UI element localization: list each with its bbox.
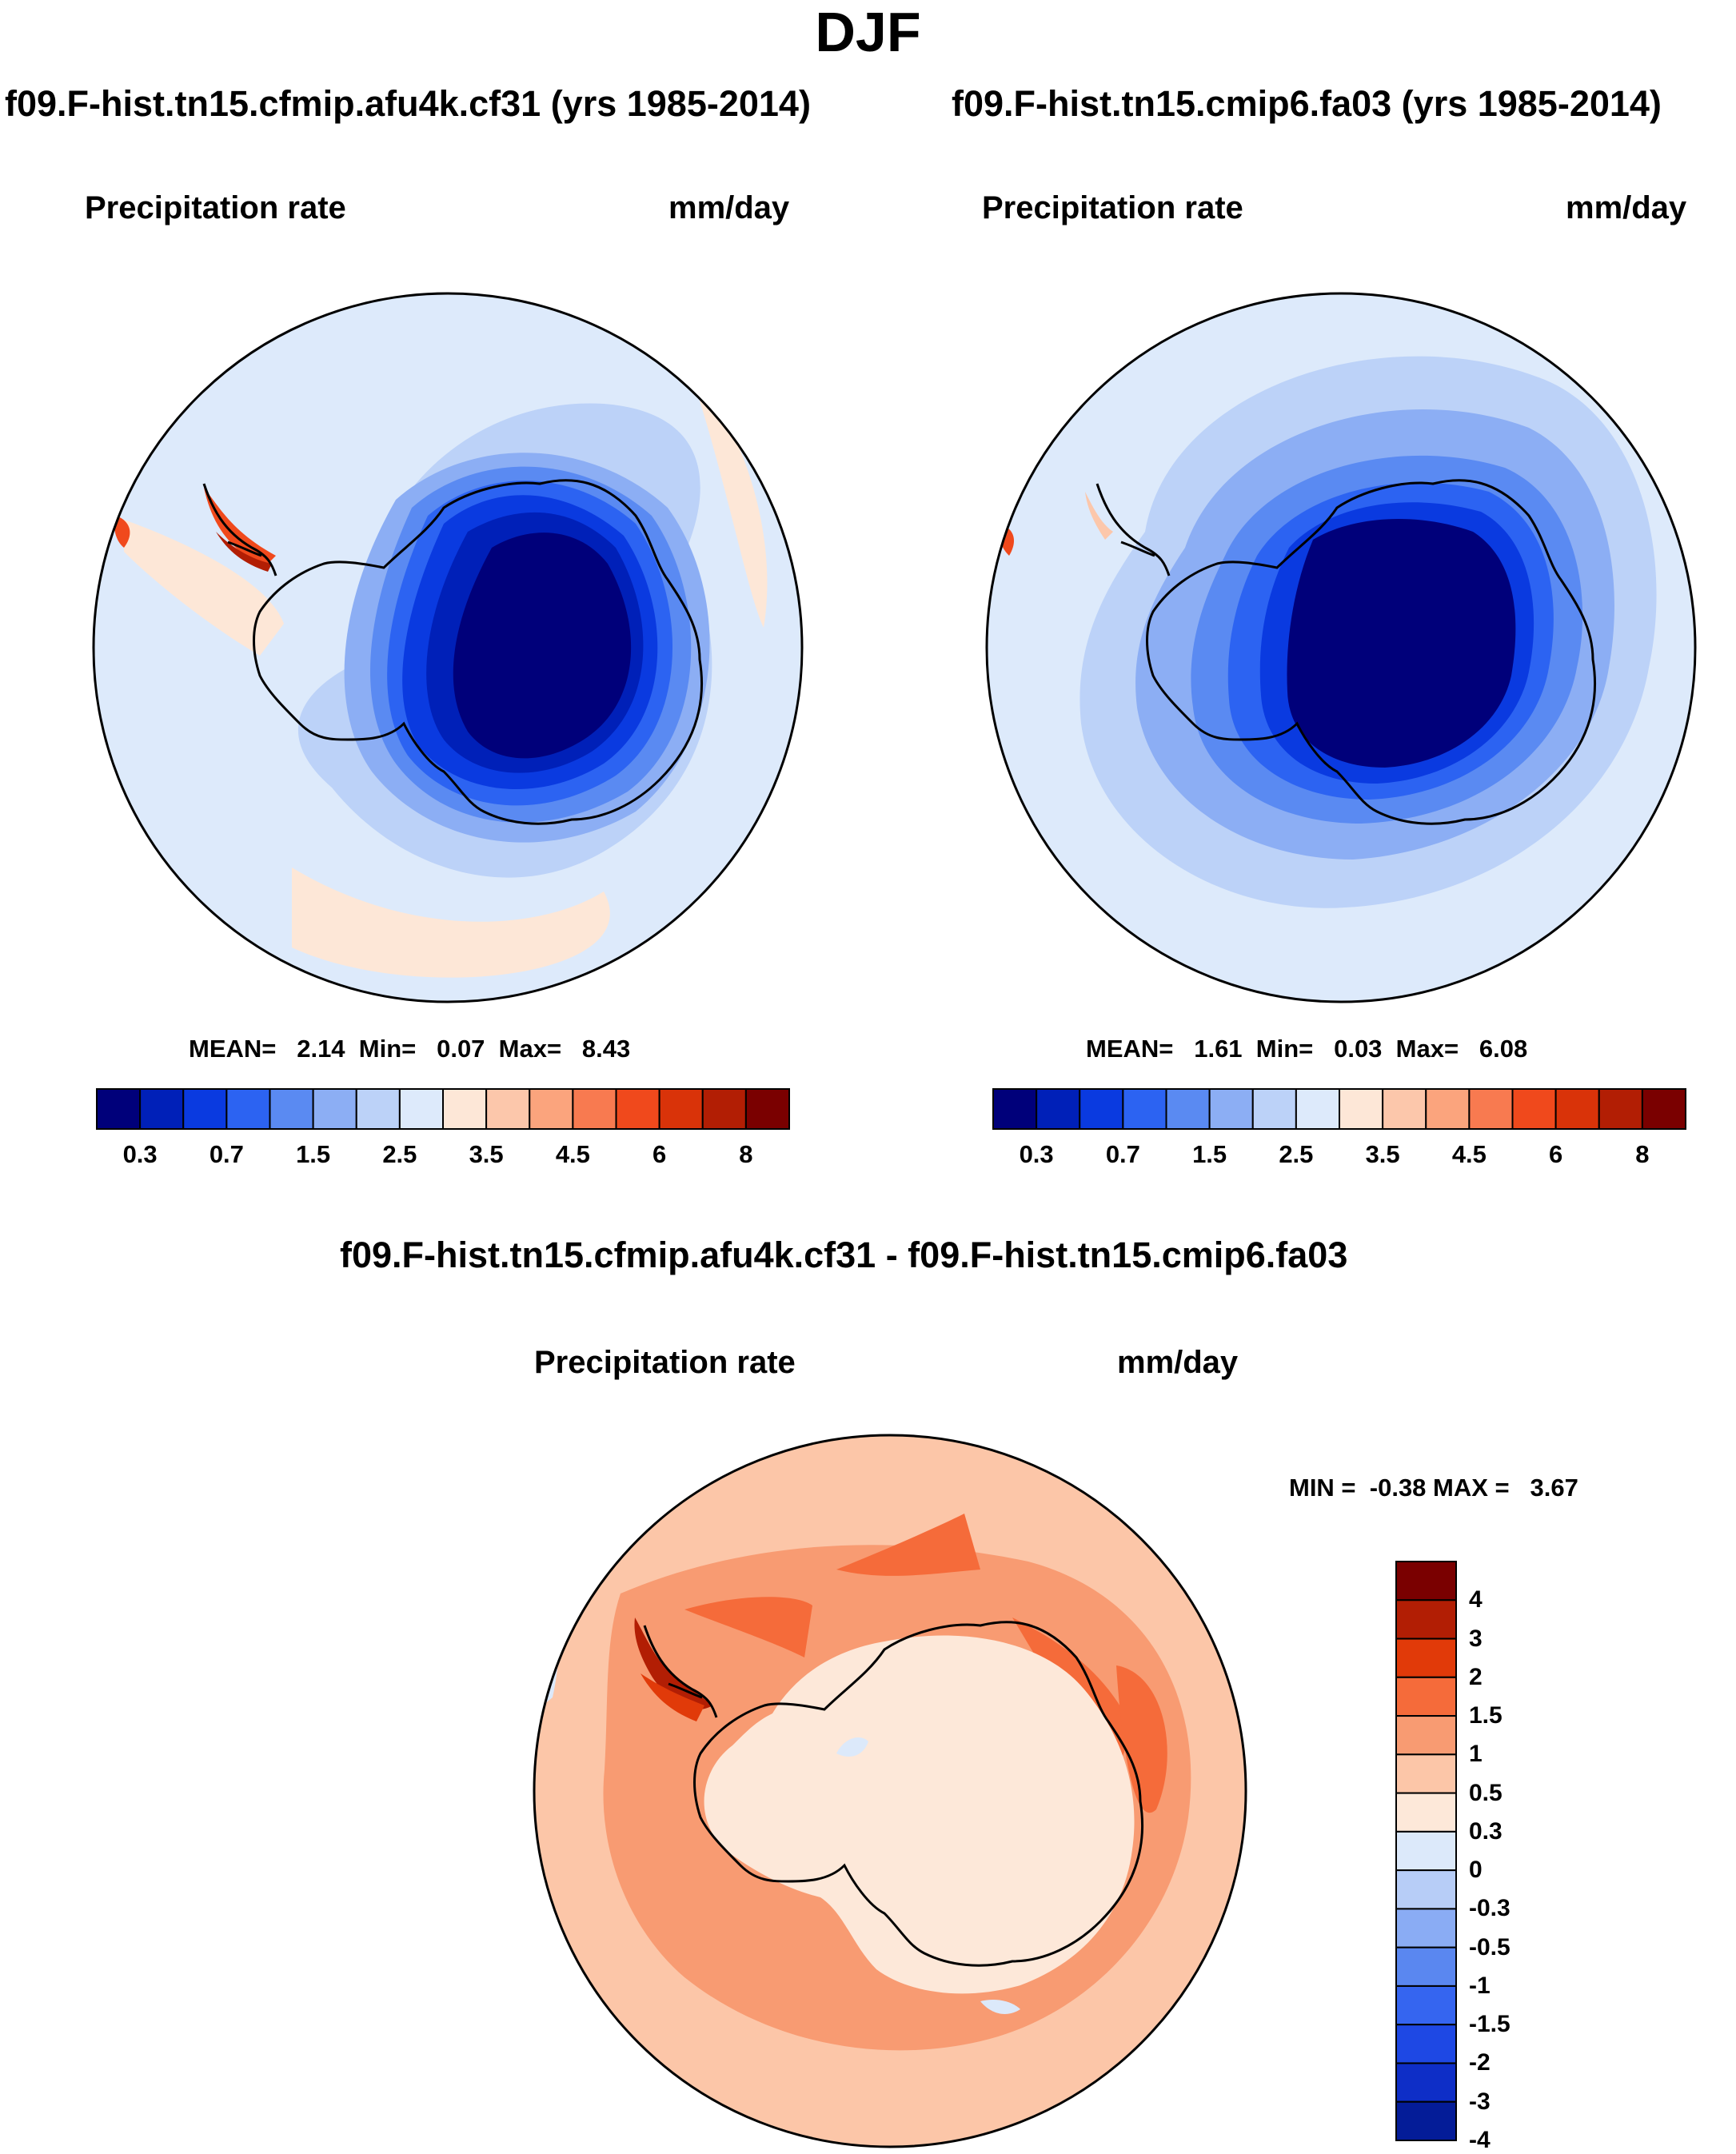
panel1-colorbar-swatch (269, 1088, 314, 1130)
panel2-colorbar-swatch (1641, 1088, 1686, 1130)
panel2-variable-label: Precipitation rate (982, 190, 1243, 225)
diff-colorbar-swatch (1395, 1561, 1457, 1602)
panel1-colorbar-swatch (658, 1088, 704, 1130)
diff-variable-label: Precipitation rate (534, 1345, 796, 1380)
panel1-colorbar-swatch (225, 1088, 271, 1130)
panel2-colorbar-swatch (1382, 1088, 1427, 1130)
diff-colorbar (1395, 1561, 1457, 2142)
panel2-colorbar-tick-label: 8 (1635, 1140, 1650, 1168)
diff-colorbar-swatch (1395, 1908, 1457, 1949)
panel1-colorbar-swatch (442, 1088, 488, 1130)
panel2-units-label: mm/day (1566, 190, 1687, 225)
diff-colorbar-swatch (1395, 1599, 1457, 1640)
panel2-colorbar-tick-label: 3.5 (1365, 1140, 1400, 1168)
diff-colorbar-swatch (1395, 1946, 1457, 1987)
panel2-map (985, 292, 1697, 1003)
panel2-colorbar-swatch (1425, 1088, 1471, 1130)
diff-colorbar-swatch (1395, 2062, 1457, 2103)
diff-colorbar-tick-label: 1.5 (1469, 1702, 1503, 1729)
diff-units-label: mm/day (1117, 1345, 1239, 1380)
diff-case-title: f09.F-hist.tn15.cfmip.afu4k.cf31 - f09.F… (340, 1235, 1348, 1275)
diff-colorbar-tick-label: 2 (1469, 1663, 1483, 1690)
panel2-colorbar-tick-label: 0.7 (1105, 1140, 1140, 1168)
diff-colorbar-tick-label: 0.5 (1469, 1779, 1503, 1806)
panel2-colorbar-tick-label: 6 (1549, 1140, 1563, 1168)
panel1-colorbar-swatch (529, 1088, 574, 1130)
diff-colorbar-tick-label: -0.3 (1469, 1895, 1511, 1922)
panel2-colorbar-swatch (1468, 1088, 1514, 1130)
panel1-colorbar-tick-label: 2.5 (382, 1140, 417, 1168)
diff-colorbar-swatch (1395, 2100, 1457, 2142)
diff-colorbar-swatch (1395, 1676, 1457, 1717)
panel2-colorbar-swatch (1295, 1088, 1340, 1130)
panel1-colorbar-swatch (615, 1088, 660, 1130)
panel1-colorbar-swatch (398, 1088, 444, 1130)
diff-colorbar-tick-label: -1.5 (1469, 2011, 1511, 2038)
diff-colorbar-tick-label: 1 (1469, 1741, 1483, 1768)
panel1-colorbar-swatch (744, 1088, 790, 1130)
panel1-colorbar-tick-label: 8 (739, 1140, 753, 1168)
panel1-variable-label: Precipitation rate (85, 190, 346, 225)
panel2-case-title: f09.F-hist.tn15.cmip6.fa03 (yrs 1985-201… (952, 83, 1662, 124)
diff-colorbar-swatch (1395, 1869, 1457, 1910)
diff-colorbar-swatch (1395, 1715, 1457, 1756)
diff-colorbar-swatch (1395, 1792, 1457, 1833)
panel2-colorbar-swatch (1165, 1088, 1211, 1130)
panel2-colorbar-tick-label: 2.5 (1279, 1140, 1314, 1168)
panel2-colorbar-swatch (992, 1088, 1038, 1130)
diff-colorbar-tick-label: -2 (1469, 2049, 1491, 2076)
panel1-units-label: mm/day (668, 190, 790, 225)
panel1-colorbar-swatch (182, 1088, 228, 1130)
diff-colorbar-tick-label: 3 (1469, 1625, 1483, 1652)
diff-map (533, 1434, 1247, 2148)
panel1-colorbar-tick-label: 6 (652, 1140, 667, 1168)
diff-colorbar-tick-label: 0.3 (1469, 1817, 1503, 1845)
panel1-colorbar-swatch (312, 1088, 357, 1130)
panel1-colorbar (96, 1088, 790, 1130)
panel2-colorbar-swatch (1554, 1088, 1600, 1130)
figure-title: DJF (815, 1, 921, 63)
panel1-colorbar-swatch (355, 1088, 401, 1130)
diff-colorbar-tick-label: -4 (1469, 2127, 1491, 2153)
panel2-colorbar-tick-label: 1.5 (1192, 1140, 1227, 1168)
panel1-colorbar-tick-label: 0.7 (209, 1140, 244, 1168)
panel2-colorbar-swatch (1251, 1088, 1297, 1130)
diff-colorbar-swatch (1395, 1753, 1457, 1794)
panel1-colorbar-tick-label: 3.5 (469, 1140, 504, 1168)
panel2-colorbar-swatch (1339, 1088, 1384, 1130)
panel1-colorbar-tick-label: 4.5 (555, 1140, 590, 1168)
panel2-colorbar-tick-label: 0.3 (1019, 1140, 1054, 1168)
panel2-colorbar-swatch (1208, 1088, 1254, 1130)
panel1-map (92, 292, 804, 1003)
panel1-colorbar-swatch (485, 1088, 531, 1130)
diff-colorbar-tick-label: 0 (1469, 1857, 1483, 1884)
panel2-colorbar (992, 1088, 1686, 1130)
panel2-colorbar-swatch (1122, 1088, 1167, 1130)
panel2-colorbar-tick-label: 4.5 (1451, 1140, 1487, 1168)
panel1-case-title: f09.F-hist.tn15.cfmip.afu4k.cf31 (yrs 19… (5, 83, 811, 124)
panel1-colorbar-tick-label: 1.5 (296, 1140, 331, 1168)
panel1-colorbar-tick-label: 0.3 (122, 1140, 158, 1168)
panel1-stats: MEAN= 2.14 Min= 0.07 Max= 8.43 (189, 1035, 631, 1063)
diff-colorbar-swatch (1395, 2024, 1457, 2064)
diff-stats: MIN = -0.38 MAX = 3.67 (1289, 1474, 1578, 1502)
panel1-colorbar-swatch (139, 1088, 185, 1130)
panel2-colorbar-swatch (1079, 1088, 1124, 1130)
panel1-colorbar-swatch (701, 1088, 747, 1130)
diff-colorbar-tick-label: -3 (1469, 2088, 1491, 2115)
panel2-colorbar-swatch (1036, 1088, 1081, 1130)
diff-colorbar-tick-label: -1 (1469, 1972, 1491, 1999)
panel1-colorbar-swatch (96, 1088, 142, 1130)
panel2-stats: MEAN= 1.61 Min= 0.03 Max= 6.08 (1086, 1035, 1528, 1063)
diff-colorbar-swatch (1395, 1830, 1457, 1872)
diff-colorbar-tick-label: -0.5 (1469, 1933, 1511, 1961)
panel2-colorbar-swatch (1511, 1088, 1557, 1130)
diff-colorbar-tick-label: 4 (1469, 1586, 1483, 1614)
panel2-colorbar-swatch (1598, 1088, 1643, 1130)
diff-colorbar-swatch (1395, 1984, 1457, 2026)
panel1-colorbar-swatch (572, 1088, 617, 1130)
diff-colorbar-swatch (1395, 1637, 1457, 1678)
